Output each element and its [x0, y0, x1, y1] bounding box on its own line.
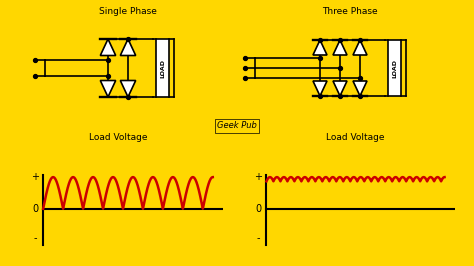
Text: -: - [256, 233, 260, 243]
Polygon shape [313, 40, 327, 55]
Text: +: + [254, 172, 262, 182]
Text: 0: 0 [255, 204, 261, 214]
Polygon shape [333, 40, 347, 55]
Text: LOAD: LOAD [161, 59, 165, 77]
Bar [156, 39, 170, 97]
Text: Geek Pub: Geek Pub [217, 122, 257, 131]
Text: Three Phase: Three Phase [322, 7, 378, 16]
Polygon shape [313, 81, 327, 96]
Polygon shape [353, 81, 367, 96]
Bar [389, 40, 401, 96]
Polygon shape [100, 81, 116, 97]
Polygon shape [120, 81, 136, 97]
Text: LOAD: LOAD [392, 59, 398, 77]
Polygon shape [120, 39, 136, 56]
Text: Single Phase: Single Phase [99, 7, 157, 16]
Text: Load Voltage: Load Voltage [89, 134, 147, 143]
Polygon shape [333, 81, 347, 96]
Polygon shape [353, 40, 367, 55]
Text: 0: 0 [32, 204, 38, 214]
Polygon shape [100, 39, 116, 56]
Text: +: + [31, 172, 39, 182]
Text: -: - [34, 233, 37, 243]
Text: Load Voltage: Load Voltage [326, 134, 384, 143]
